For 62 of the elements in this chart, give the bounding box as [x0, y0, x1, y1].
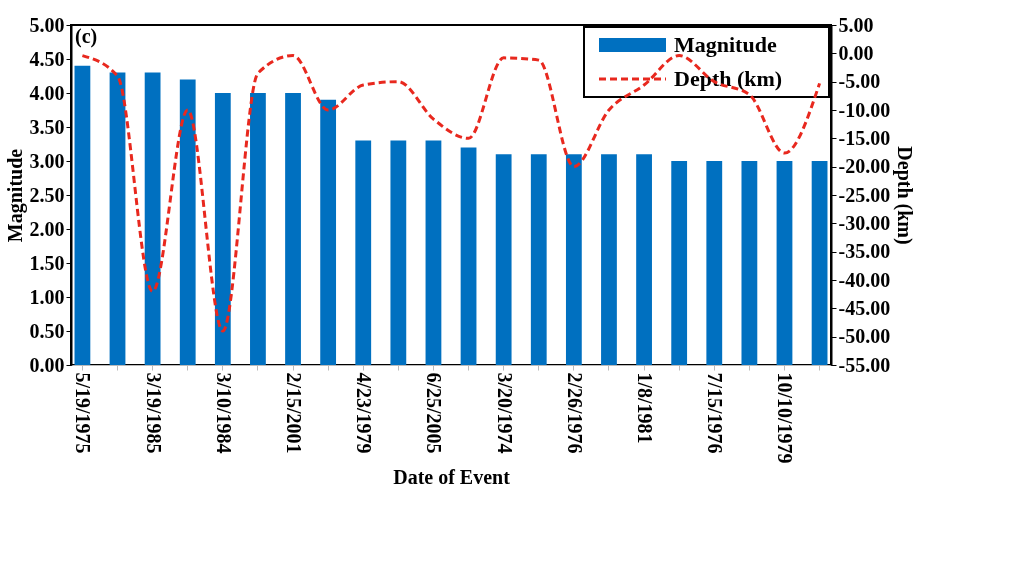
bar: [741, 161, 758, 365]
bar: [706, 161, 723, 365]
x-tick-label: 3/19/1985: [142, 372, 165, 454]
bar: [285, 93, 301, 365]
bar: [565, 154, 582, 365]
y2-tick-label: -50.00: [838, 325, 891, 348]
bar: [601, 154, 617, 365]
bar: [74, 65, 91, 365]
y-tick-label: 2.00: [29, 217, 65, 240]
bar: [636, 154, 652, 365]
bar: [776, 161, 793, 365]
y-tick-label: 3.50: [29, 115, 65, 138]
bar: [355, 140, 372, 365]
bar: [530, 154, 547, 365]
bar: [320, 99, 337, 365]
y2-tick-label: -35.00: [838, 240, 891, 263]
bar: [109, 72, 126, 365]
y2-tick-label: -5.00: [838, 70, 881, 93]
y-tick-label: 5.00: [29, 13, 65, 36]
bar: [390, 140, 407, 365]
bar: [144, 72, 161, 365]
y-tick-label: 4.50: [29, 47, 65, 70]
x-tick-label: 5/19/1975: [72, 372, 95, 454]
y2-tick-label: -15.00: [838, 126, 891, 149]
y-tick-label: 3.00: [29, 149, 65, 172]
x-tick-label: 7/15/1976: [704, 372, 727, 454]
y2-axis-title: Depth (km): [893, 146, 917, 245]
y2-tick-label: 0.00: [838, 41, 874, 64]
bar: [811, 161, 828, 365]
x-tick-label: 4/23/1979: [353, 372, 376, 454]
y2-tick-label: -55.00: [838, 353, 891, 376]
x-axis-title: Date of Event: [393, 465, 511, 488]
x-tick-label: 3/10/1984: [212, 372, 235, 454]
x-tick-label: 1/8/1981: [634, 372, 657, 444]
legend-label: Magnitude: [674, 32, 777, 57]
y-tick-label: 2.50: [29, 183, 65, 206]
bar: [671, 161, 688, 365]
y2-tick-label: -45.00: [838, 296, 891, 319]
y2-tick-label: -40.00: [838, 268, 891, 291]
x-tick-label: 2/15/2001: [283, 372, 306, 454]
x-tick-label: 10/10/1979: [774, 372, 797, 464]
y2-tick-label: 5.00: [838, 13, 874, 36]
bar: [214, 93, 231, 365]
y2-tick-label: -25.00: [838, 183, 891, 206]
bar: [425, 140, 442, 365]
y-axis-title: Magnitude: [3, 148, 27, 243]
y-tick-label: 4.00: [29, 81, 65, 104]
bar: [495, 154, 512, 365]
annotation: (c): [75, 25, 98, 48]
y2-tick-label: -30.00: [838, 211, 891, 234]
bar: [250, 93, 266, 365]
bar: [460, 147, 477, 365]
y-tick-label: 0.00: [29, 353, 65, 376]
y-tick-label: 1.50: [29, 251, 65, 274]
x-tick-label: 2/26/1976: [563, 372, 586, 454]
y2-tick-label: -20.00: [838, 155, 891, 178]
y2-tick-label: -10.00: [838, 98, 891, 121]
x-tick-label: 3/20/1974: [493, 372, 516, 454]
x-tick-label: 6/25/2005: [423, 372, 446, 454]
y-tick-label: 0.50: [29, 319, 65, 342]
bar: [179, 79, 196, 365]
y-tick-label: 1.00: [29, 285, 65, 308]
